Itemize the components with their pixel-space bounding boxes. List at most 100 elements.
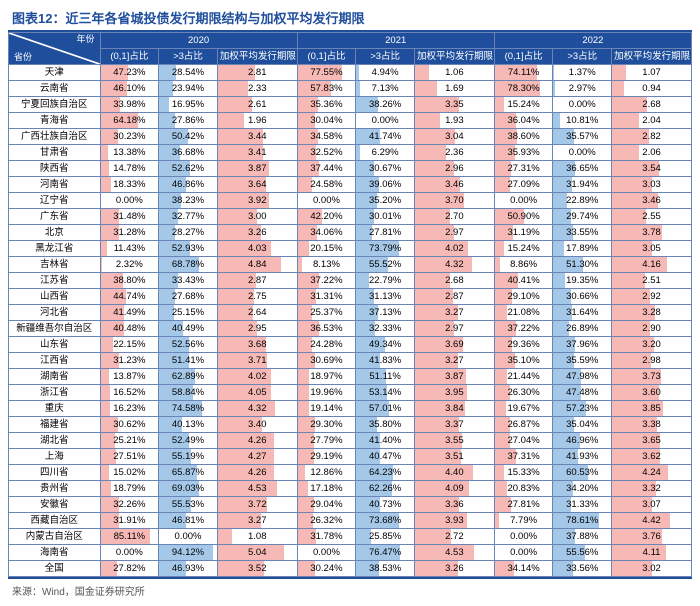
cell-value: 46.10% [101, 82, 159, 96]
data-cell: 26.87% [494, 417, 553, 433]
cell-value: 51.11% [356, 370, 414, 384]
table-row: 山东省22.15%52.56%3.6824.28%49.34%3.6929.36… [9, 337, 692, 353]
table-row: 辽宁省0.00%38.23%3.920.00%35.20%3.700.00%22… [9, 193, 692, 209]
table-row: 上海27.51%55.19%4.2729.19%40.47%3.5137.31%… [9, 449, 692, 465]
cell-value: 58.84% [159, 386, 217, 400]
data-cell: 28.27% [159, 225, 218, 241]
cell-value: 3.51 [415, 450, 494, 464]
province-name: 陕西省 [9, 161, 101, 177]
data-cell: 3.04 [414, 129, 494, 145]
cell-value: 37.96% [553, 338, 611, 352]
cell-value: 37.44% [298, 162, 356, 176]
cell-value: 2.98 [612, 354, 691, 368]
province-name: 贵州省 [9, 481, 101, 497]
cell-value: 3.64 [218, 178, 297, 192]
data-cell: 31.23% [100, 353, 159, 369]
data-cell: 0.00% [100, 545, 159, 561]
data-cell: 28.54% [159, 65, 218, 81]
province-name: 新疆维吾尔自治区 [9, 321, 101, 337]
data-cell: 2.04 [612, 113, 692, 129]
table-container: 年份 省份 2020 2021 2022 (0,1]占比>3占比加权平均发行期限… [8, 30, 692, 579]
province-name: 河北省 [9, 305, 101, 321]
cell-value: 50.90% [495, 210, 553, 224]
cell-value: 3.36 [415, 498, 494, 512]
data-cell: 2.96 [414, 161, 494, 177]
province-name: 吉林省 [9, 257, 101, 273]
data-cell: 94.12% [159, 545, 218, 561]
cell-value: 1.07 [612, 66, 691, 80]
province-name: 江苏省 [9, 273, 101, 289]
cell-value: 29.74% [553, 210, 611, 224]
data-cell: 4.05 [217, 385, 297, 401]
data-cell: 41.40% [356, 433, 415, 449]
cell-value: 0.00% [495, 530, 553, 544]
data-cell: 0.00% [494, 529, 553, 545]
data-cell: 1.06 [414, 65, 494, 81]
sub-header: (0,1]占比 [297, 49, 356, 65]
cell-value: 19.35% [553, 274, 611, 288]
data-cell: 3.46 [414, 177, 494, 193]
data-cell: 3.07 [612, 497, 692, 513]
cell-value: 37.13% [356, 306, 414, 320]
data-cell: 3.37 [414, 417, 494, 433]
data-cell: 46.81% [159, 513, 218, 529]
data-cell: 3.71 [217, 353, 297, 369]
data-cell: 37.88% [553, 529, 612, 545]
data-cell: 74.11% [494, 65, 553, 81]
province-name: 宁夏回族自治区 [9, 97, 101, 113]
data-cell: 3.03 [612, 177, 692, 193]
data-cell: 8.86% [494, 257, 553, 273]
cell-value: 30.24% [298, 562, 356, 576]
cell-value: 47.98% [553, 370, 611, 384]
data-cell: 58.84% [159, 385, 218, 401]
cell-value: 24.28% [298, 338, 356, 352]
cell-value: 3.62 [612, 450, 691, 464]
province-name: 上海 [9, 449, 101, 465]
data-cell: 3.95 [414, 385, 494, 401]
data-cell: 3.76 [612, 529, 692, 545]
data-cell: 41.83% [356, 353, 415, 369]
cell-value: 76.47% [356, 546, 414, 560]
data-cell: 27.51% [100, 449, 159, 465]
table-row: 河北省41.49%25.15%2.6425.37%37.13%3.2721.08… [9, 305, 692, 321]
cell-value: 31.13% [356, 290, 414, 304]
cell-value: 3.32 [612, 482, 691, 496]
cell-value: 31.19% [495, 226, 553, 240]
cell-value: 27.09% [495, 178, 553, 192]
table-row: 浙江省16.52%58.84%4.0519.96%53.14%3.9526.30… [9, 385, 692, 401]
sub-header: (0,1]占比 [494, 49, 553, 65]
cell-value: 34.20% [553, 482, 611, 496]
cell-value: 31.78% [298, 530, 356, 544]
cell-value: 3.28 [612, 306, 691, 320]
cell-value: 32.26% [101, 498, 159, 512]
data-cell: 44.74% [100, 289, 159, 305]
data-cell: 62.26% [356, 481, 415, 497]
cell-value: 40.13% [159, 418, 217, 432]
cell-value: 4.03 [218, 242, 297, 256]
data-cell: 4.84 [217, 257, 297, 273]
data-cell: 22.79% [356, 273, 415, 289]
data-cell: 29.30% [297, 417, 356, 433]
cell-value: 4.27 [218, 450, 297, 464]
cell-value: 0.00% [356, 114, 414, 128]
province-name: 广东省 [9, 209, 101, 225]
table-row: 湖北省25.21%52.49%4.2627.79%41.40%3.5527.04… [9, 433, 692, 449]
cell-value: 2.96 [415, 162, 494, 176]
data-cell: 32.52% [297, 145, 356, 161]
data-cell: 2.98 [612, 353, 692, 369]
data-cell: 19.96% [297, 385, 356, 401]
cell-value: 31.28% [101, 226, 159, 240]
cell-value: 2.06 [612, 146, 691, 160]
cell-value: 13.87% [101, 370, 159, 384]
cell-value: 4.09 [415, 482, 494, 496]
data-cell: 50.90% [494, 209, 553, 225]
table-row: 青海省64.18%27.86%1.9630.04%0.00%1.9336.04%… [9, 113, 692, 129]
data-cell: 2.92 [612, 289, 692, 305]
data-cell: 73.68% [356, 513, 415, 529]
cell-value: 2.68 [415, 274, 494, 288]
cell-value: 46.96% [553, 434, 611, 448]
data-cell: 4.02 [414, 241, 494, 257]
cell-value: 35.80% [356, 418, 414, 432]
data-cell: 30.67% [356, 161, 415, 177]
cell-value: 2.33 [218, 82, 297, 96]
